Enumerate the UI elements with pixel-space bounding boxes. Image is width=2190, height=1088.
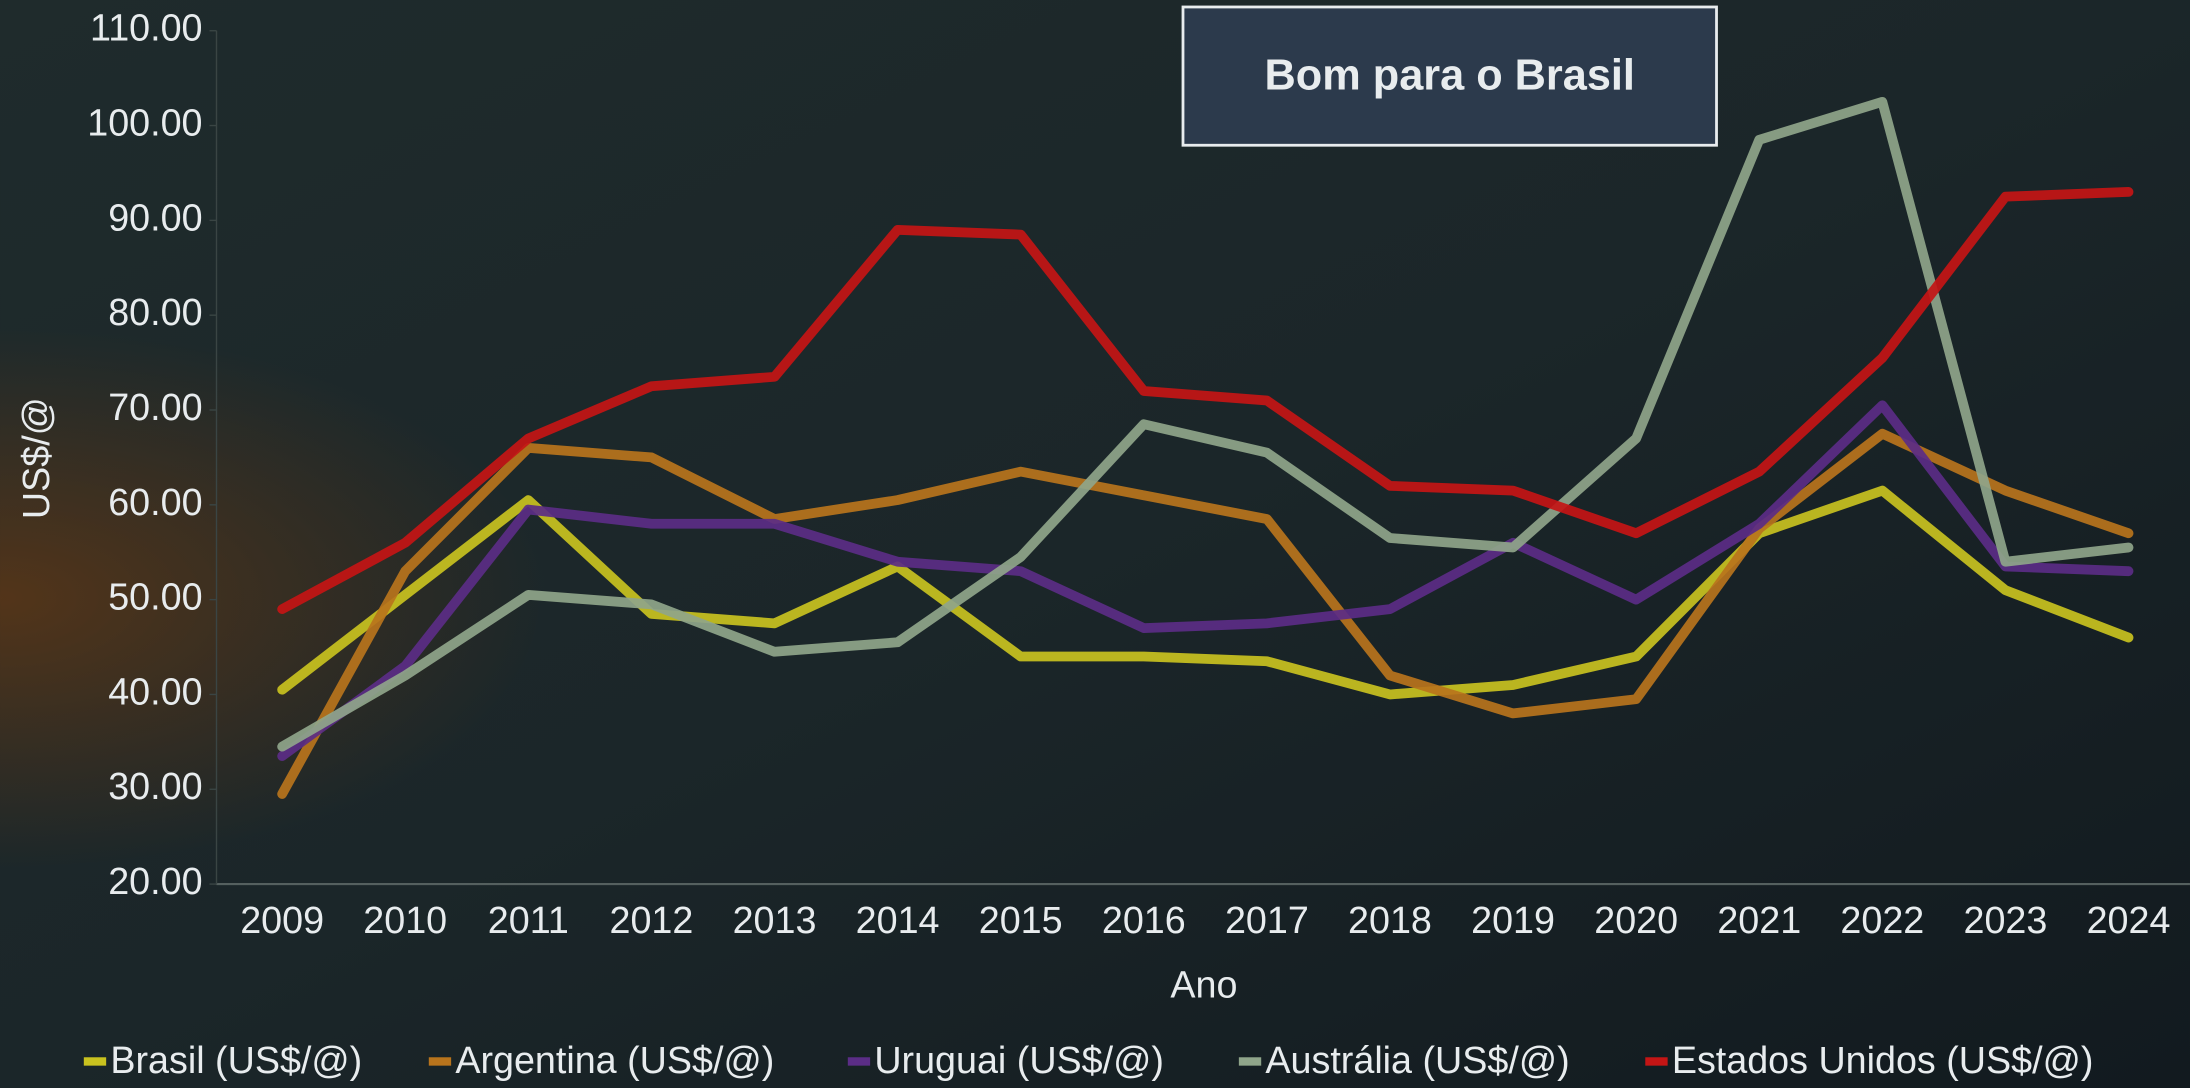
x-tick-label: 2016: [1102, 899, 1186, 941]
y-tick-label: 80.00: [108, 291, 202, 333]
y-tick-label: 100.00: [87, 101, 202, 143]
x-tick-label: 2010: [363, 899, 447, 941]
x-tick-label: 2015: [979, 899, 1063, 941]
y-axis-title: US$/@: [15, 397, 57, 519]
y-tick-label: 50.00: [108, 576, 202, 618]
x-axis-title: Ano: [1170, 963, 1237, 1005]
legend-swatch: [84, 1057, 106, 1065]
legend-label: Uruguai (US$/@): [874, 1039, 1164, 1081]
legend-swatch: [1645, 1057, 1667, 1065]
x-tick-label: 2019: [1471, 899, 1555, 941]
legend-label: Argentina (US$/@): [455, 1039, 774, 1081]
legend-swatch: [848, 1057, 870, 1065]
x-tick-label: 2017: [1225, 899, 1309, 941]
legend-label: Estados Unidos (US$/@): [1672, 1039, 2094, 1081]
x-tick-label: 2023: [1964, 899, 2048, 941]
x-tick-label: 2021: [1717, 899, 1801, 941]
y-tick-label: 110.00: [90, 7, 202, 49]
legend-label: Austrália (US$/@): [1265, 1039, 1569, 1081]
y-tick-label: 30.00: [108, 765, 202, 807]
x-tick-label: 2011: [488, 899, 569, 941]
x-tick-label: 2012: [609, 899, 693, 941]
y-tick-label: 70.00: [108, 386, 202, 428]
chart: Bom para o Brasil Ano US$/@ 20.00 30.00 40…: [0, 0, 2190, 1088]
annotation: Bom para o Brasil: [1265, 52, 1635, 100]
x-tick-label: 2013: [733, 899, 817, 941]
legend-label: Brasil (US$/@): [110, 1039, 362, 1081]
legend-swatch: [429, 1057, 451, 1065]
y-tick-label: 20.00: [108, 860, 202, 902]
x-tick-label: 2020: [1594, 899, 1678, 941]
x-tick-label: 2022: [1840, 899, 1924, 941]
x-tick-label: 2024: [2087, 899, 2171, 941]
legend-swatch: [1239, 1057, 1261, 1065]
x-tick-label: 2018: [1348, 899, 1432, 941]
x-tick-label: 2009: [240, 899, 324, 941]
y-tick-label: 60.00: [108, 481, 202, 523]
y-tick-label: 90.00: [108, 196, 202, 238]
y-tick-label: 40.00: [108, 670, 202, 712]
x-tick-label: 2014: [856, 899, 940, 941]
